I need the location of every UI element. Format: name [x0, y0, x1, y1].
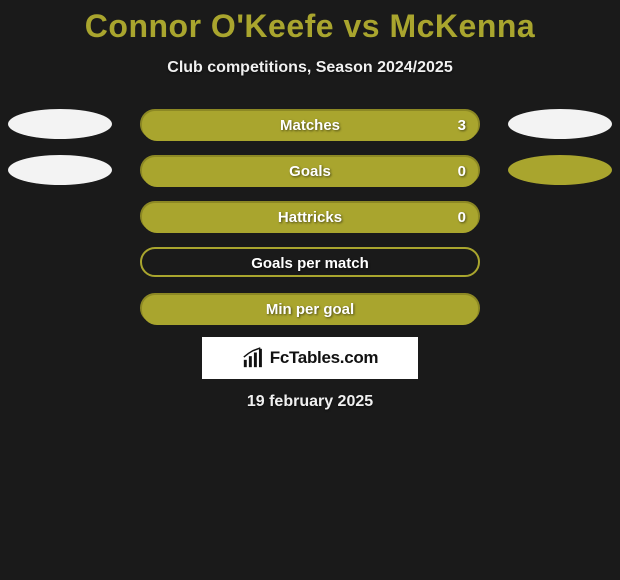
- logo-text: FcTables.com: [270, 348, 379, 368]
- stat-bar-fill: [142, 295, 478, 325]
- stat-label: Goals per match: [142, 249, 478, 279]
- stat-row: Goals per match: [0, 245, 620, 279]
- stat-bar: Hattricks0: [140, 201, 480, 231]
- stat-bar: Goals per match: [140, 247, 480, 277]
- stat-rows: Matches3 Goals0 Hattricks0 Goals per match M…: [0, 107, 620, 325]
- date-label: 19 february 2025: [0, 393, 620, 411]
- stat-row: Hattricks0: [0, 199, 620, 233]
- stat-bar: Goals0: [140, 155, 480, 185]
- player-right-indicator: [508, 155, 612, 185]
- logo-badge[interactable]: FcTables.com: [202, 337, 418, 379]
- stat-bar-fill: [142, 111, 478, 141]
- stat-row: Goals0: [0, 153, 620, 187]
- stat-row: Matches3: [0, 107, 620, 141]
- stat-bar-fill: [142, 157, 478, 187]
- comparison-widget: Connor O'Keefe vs McKenna Club competiti…: [0, 0, 620, 580]
- stat-bar-fill: [142, 203, 478, 233]
- stat-bar: Min per goal: [140, 293, 480, 323]
- chart-icon: [242, 347, 264, 369]
- subtitle: Club competitions, Season 2024/2025: [0, 59, 620, 77]
- player-right-indicator: [508, 109, 612, 139]
- player-left-indicator: [8, 155, 112, 185]
- stat-bar: Matches3: [140, 109, 480, 139]
- player-left-indicator: [8, 109, 112, 139]
- page-title: Connor O'Keefe vs McKenna: [0, 8, 620, 45]
- stat-row: Min per goal: [0, 291, 620, 325]
